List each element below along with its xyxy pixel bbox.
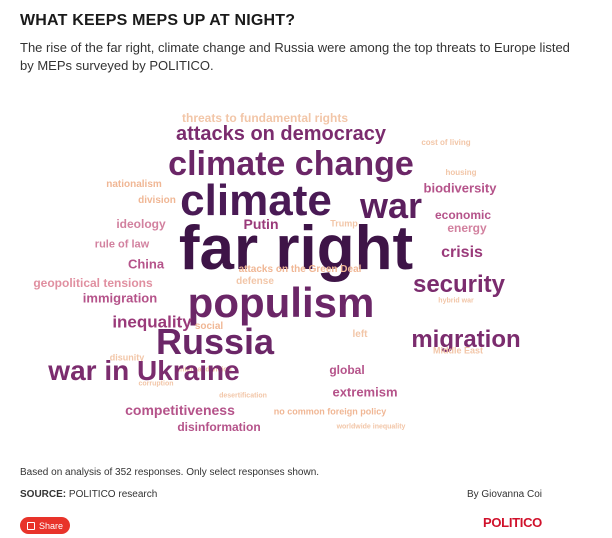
- cloud-word: security: [412, 271, 506, 298]
- cloud-word: migration: [411, 326, 521, 353]
- cloud-word: cost of living: [421, 138, 471, 147]
- cloud-word: war: [359, 185, 423, 226]
- cloud-word: competitiveness: [125, 402, 235, 418]
- cloud-word: worldwide inequality: [336, 423, 406, 431]
- cloud-word: left: [352, 329, 368, 340]
- cloud-word: internal division: [178, 366, 232, 374]
- chart-title: WHAT KEEPS MEPS UP AT NIGHT?: [20, 12, 296, 29]
- cloud-word: global: [329, 363, 365, 377]
- cloud-word: no common foreign policy: [273, 406, 387, 417]
- share-icon: [26, 521, 35, 530]
- share-button[interactable]: Share: [20, 517, 70, 534]
- cloud-word: inequality: [112, 312, 192, 332]
- cloud-word: economic: [434, 208, 492, 222]
- source-line: SOURCE: POLITICO research: [20, 489, 157, 500]
- cloud-word: ideology: [116, 217, 166, 231]
- cloud-word: Putin: [243, 216, 279, 232]
- cloud-word: climate change: [168, 145, 414, 183]
- cloud-word: disunity: [109, 352, 145, 363]
- cloud-word: attacks on democracy: [175, 123, 387, 145]
- cloud-word: corruption: [138, 380, 174, 388]
- cloud-word: China: [127, 256, 165, 272]
- cloud-word: Trump: [330, 218, 358, 229]
- chart-subtitle: The rise of the far right, climate chang…: [20, 40, 570, 73]
- cloud-word: climate: [180, 176, 332, 225]
- cloud-word: nationalism: [106, 179, 162, 190]
- cloud-word: far right: [178, 214, 414, 283]
- cloud-word: crisis: [441, 244, 483, 261]
- cloud-word: Russia: [155, 321, 275, 362]
- cloud-word: defense: [236, 276, 274, 287]
- cloud-word: war in Ukraine: [48, 355, 240, 386]
- cloud-word: immigration: [82, 290, 158, 306]
- cloud-word: Middle East: [432, 345, 484, 356]
- footnote: Based on analysis of 352 responses. Only…: [20, 467, 320, 478]
- cloud-word: disinformation: [177, 420, 261, 434]
- cloud-word: rule of law: [94, 238, 150, 251]
- cloud-word: threats to fundamental rights: [181, 111, 349, 125]
- byline: By Giovanna Coi: [466, 489, 542, 500]
- source-text: POLITICO research: [68, 489, 158, 500]
- politico-logo: POLITICO: [483, 515, 542, 530]
- cloud-word: geopolitical tensions: [33, 276, 153, 290]
- cloud-word: housing: [445, 168, 477, 177]
- cloud-word: populism: [187, 279, 375, 326]
- cloud-word: social: [194, 321, 224, 332]
- cloud-word: division: [138, 195, 176, 206]
- cloud-word: attacks on the Green Deal: [238, 264, 362, 275]
- source-label: SOURCE:: [20, 489, 67, 500]
- cloud-word: extremism: [332, 384, 398, 400]
- cloud-word: desertification: [219, 392, 267, 400]
- cloud-word: biodiversity: [423, 180, 497, 196]
- cloud-word: hybrid war: [438, 297, 474, 305]
- cloud-word: energy: [447, 221, 487, 235]
- share-label: Share: [38, 520, 64, 531]
